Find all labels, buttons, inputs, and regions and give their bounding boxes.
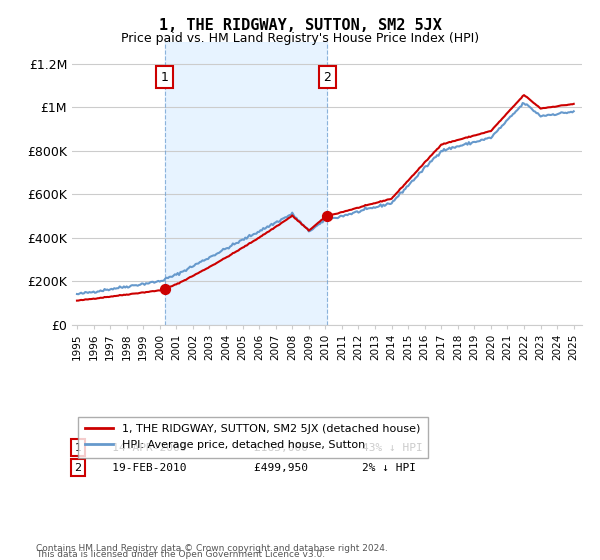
Text: 1: 1 — [161, 71, 169, 84]
Text: 2: 2 — [323, 71, 331, 84]
Legend: 1, THE RIDGWAY, SUTTON, SM2 5JX (detached house), HPI: Average price, detached h: 1, THE RIDGWAY, SUTTON, SM2 5JX (detache… — [77, 417, 428, 458]
Text: 2: 2 — [74, 463, 82, 473]
Text: Price paid vs. HM Land Registry's House Price Index (HPI): Price paid vs. HM Land Registry's House … — [121, 32, 479, 45]
Text: 14-APR-2000          £165,000        43% ↓ HPI: 14-APR-2000 £165,000 43% ↓ HPI — [92, 443, 423, 453]
Text: 1, THE RIDGWAY, SUTTON, SM2 5JX: 1, THE RIDGWAY, SUTTON, SM2 5JX — [158, 18, 442, 34]
Text: 1: 1 — [74, 443, 82, 453]
Text: Contains HM Land Registry data © Crown copyright and database right 2024.: Contains HM Land Registry data © Crown c… — [36, 544, 388, 553]
Text: 19-FEB-2010          £499,950        2% ↓ HPI: 19-FEB-2010 £499,950 2% ↓ HPI — [92, 463, 416, 473]
Text: This data is licensed under the Open Government Licence v3.0.: This data is licensed under the Open Gov… — [36, 550, 325, 559]
Point — [323, 212, 332, 221]
Bar — [164, 42, 328, 325]
Point — [160, 284, 169, 293]
